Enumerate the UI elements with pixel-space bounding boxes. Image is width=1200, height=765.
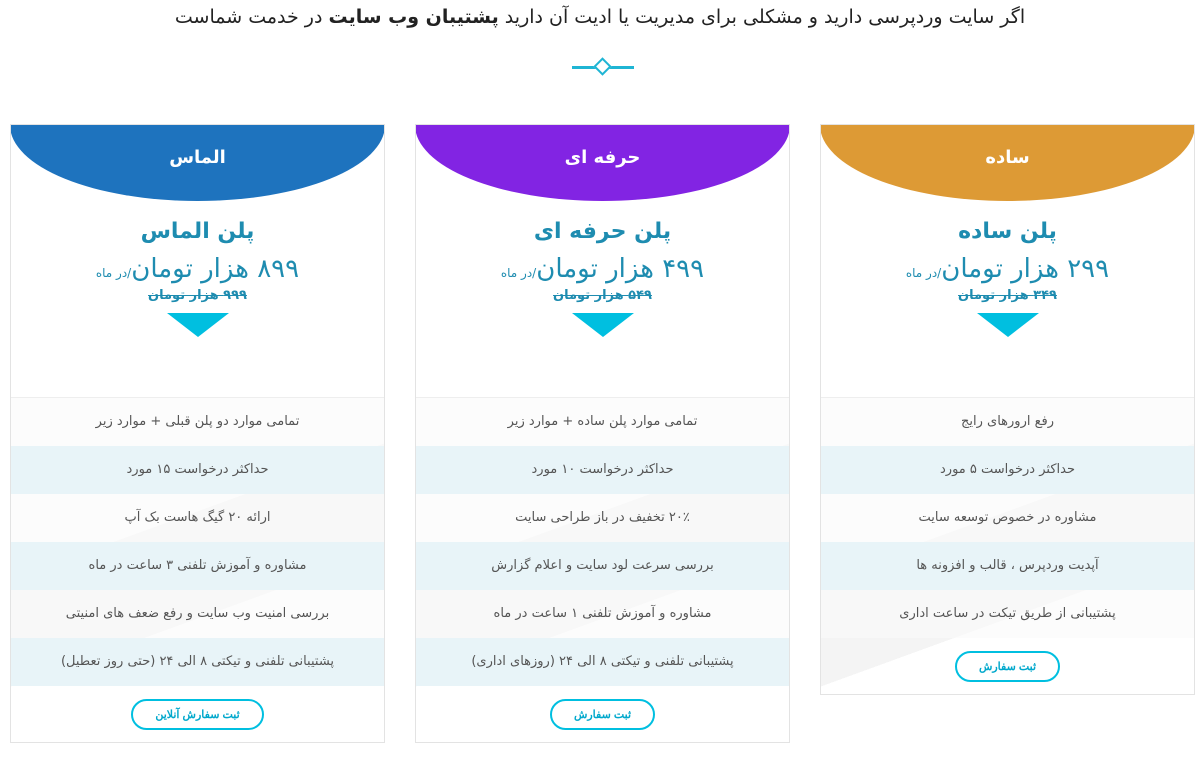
pricing-card-simple: ساده پلن ساده ۲۹۹ هزار تومان/در ماه ۳۴۹ …	[820, 124, 1195, 695]
order-button[interactable]: ثبت سفارش	[549, 698, 656, 730]
feature-item: آپدیت وردپرس ، قالب و افزونه ها	[821, 542, 1194, 590]
plan-price: ۴۹۹ هزار تومان/در ماه	[416, 254, 789, 284]
order-button[interactable]: ثبت سفارش آنلاین	[131, 698, 264, 730]
feature-item: رفع ارورهای رایج	[821, 398, 1194, 446]
price-value: ۸۹۹ هزار تومان	[131, 254, 300, 284]
intro-part: اگر سایت وردپرسی دارید و مشکلی برای مدیر…	[498, 6, 1026, 28]
feature-list: تمامی موارد دو پلن قبلی + موارد زیر حداکث…	[11, 397, 384, 686]
feature-item: مشاوره و آموزش تلفنی ۱ ساعت در ماه	[416, 590, 789, 638]
feature-list: رفع ارورهای رایج حداکثر درخواست ۵ مورد مشا…	[821, 397, 1194, 638]
old-price: ۵۴۹ هزار تومان	[553, 288, 652, 303]
diamond-divider-icon	[572, 57, 634, 76]
feature-item: ۲۰٪ تخفیف در باز طراحی سایت	[416, 494, 789, 542]
plan-price: ۸۹۹ هزار تومان/در ماه	[11, 254, 384, 284]
price-period: /در ماه	[500, 266, 537, 280]
plan-header: الماس	[11, 125, 384, 201]
triangle-down-icon	[571, 313, 634, 337]
price-value: ۴۹۹ هزار تومان	[536, 254, 705, 284]
plan-header: حرفه ای	[416, 125, 789, 201]
order-button[interactable]: ثبت سفارش	[954, 650, 1061, 682]
pricing-card-diamond: الماس پلن الماس ۸۹۹ هزار تومان/در ماه ۹۹…	[10, 124, 385, 743]
plan-title: پلن الماس	[140, 219, 255, 244]
feature-item: حداکثر درخواست ۵ مورد	[821, 446, 1194, 494]
feature-item: پشتیبانی از طریق تیکت در ساعت اداری	[821, 590, 1194, 638]
feature-item: پشتیبانی تلفنی و تیکتی ۸ الی ۲۴ (روزهای …	[416, 638, 789, 686]
price-period: /در ماه	[905, 266, 942, 280]
feature-item: بررسی سرعت لود سایت و اعلام گزارش	[416, 542, 789, 590]
old-price: ۳۴۹ هزار تومان	[958, 288, 1057, 303]
price-period: /در ماه	[95, 266, 132, 280]
plan-title: پلن ساده	[958, 219, 1057, 244]
old-price: ۹۹۹ هزار تومان	[148, 288, 247, 303]
feature-item: مشاوره و آموزش تلفنی ۳ ساعت در ماه	[11, 542, 384, 590]
feature-item: مشاوره در خصوص توسعه سایت	[821, 494, 1194, 542]
price-value: ۲۹۹ هزار تومان	[941, 254, 1110, 284]
feature-item: حداکثر درخواست ۱۰ مورد	[416, 446, 789, 494]
triangle-down-icon	[976, 313, 1039, 337]
intro-bold: پشتیبان وب سایت	[328, 6, 499, 28]
plan-price: ۲۹۹ هزار تومان/در ماه	[821, 254, 1194, 284]
feature-item: بررسی امنیت وب سایت و رفع ضعف های امنیتی	[11, 590, 384, 638]
triangle-down-icon	[166, 313, 229, 337]
feature-list: تمامی موارد پلن ساده + موارد زیر حداکثر د…	[416, 397, 789, 686]
plan-header: ساده	[821, 125, 1194, 201]
pricing-card-pro: حرفه ای پلن حرفه ای ۴۹۹ هزار تومان/در ما…	[415, 124, 790, 743]
feature-item: تمامی موارد دو پلن قبلی + موارد زیر	[11, 398, 384, 446]
feature-item: حداکثر درخواست ۱۵ مورد	[11, 446, 384, 494]
plan-title: پلن حرفه ای	[533, 219, 672, 244]
intro-part: در خدمت شماست	[174, 6, 329, 28]
intro-text: اگر سایت وردپرسی دارید و مشکلی برای مدیر…	[0, 6, 1200, 28]
feature-item: ارائه ۲۰ گیگ هاست بک آپ	[11, 494, 384, 542]
feature-item: پشتیبانی تلفنی و تیکتی ۸ الی ۲۴ (حتی روز…	[11, 638, 384, 686]
feature-item: تمامی موارد پلن ساده + موارد زیر	[416, 398, 789, 446]
